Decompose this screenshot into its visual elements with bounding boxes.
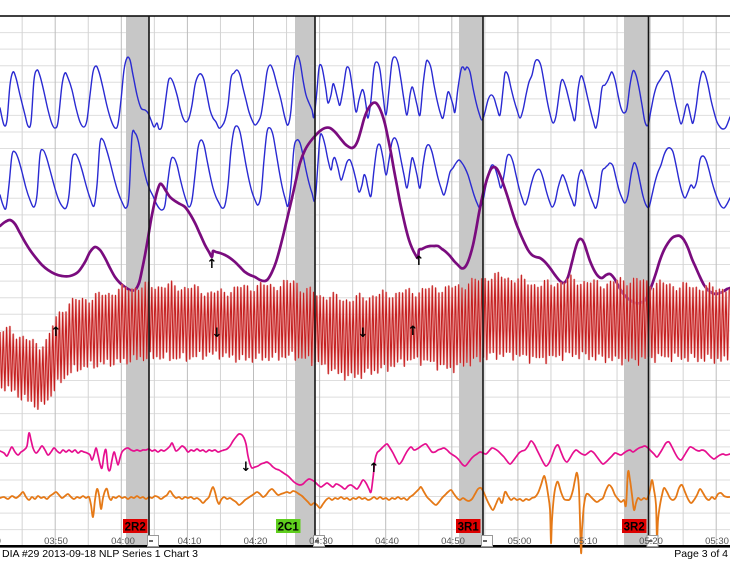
arrow-down-icon: ↓: [212, 326, 223, 341]
arrow-down-icon: ↓: [358, 326, 369, 341]
time-tick-label: 04:20: [244, 536, 268, 547]
time-tick-label: 04:10: [178, 536, 202, 547]
question-label-2C1: 2C1: [278, 522, 300, 534]
pneumo-thoracic-trace: [0, 55, 730, 131]
time-tick-label: 05:20: [639, 536, 663, 547]
time-tick-label: 05:10: [574, 536, 598, 547]
question-label-3R1: 3R1: [458, 522, 480, 534]
question-label-2R2: 2R2: [125, 522, 146, 534]
cardio-trace: [0, 271, 730, 410]
question-label-3R2: 3R2: [624, 522, 645, 534]
arrow-up-icon: ↑: [414, 254, 425, 269]
time-tick-label: 05:30: [705, 536, 729, 547]
pneumo-abdominal-trace: [0, 125, 730, 211]
time-tick-label: 04:50: [441, 536, 465, 547]
time-tick-label: 04:40: [375, 536, 399, 547]
question-label-box-3R1: [456, 519, 481, 533]
time-tick-label: 03:40: [0, 536, 1, 547]
question-label-box-3R2: [622, 519, 647, 533]
arrow-down-icon: ↓: [241, 460, 252, 475]
question-label-box-2R2: [123, 519, 148, 533]
footer-chart-title: DIA #29 2013-09-18 NLP Series 1 Chart 3: [2, 548, 198, 560]
question-label-box-2C1: [276, 519, 301, 533]
page-footer: DIA #29 2013-09-18 NLP Series 1 Chart 3 …: [0, 548, 730, 560]
time-tick-label: 03:50: [44, 536, 68, 547]
question-bar: [295, 16, 315, 546]
arrow-up-icon: ↑: [369, 461, 380, 476]
arrow-up-icon: ↑: [408, 324, 419, 339]
eda-trace: [0, 101, 730, 305]
arrow-up-icon: ↑: [51, 325, 62, 340]
time-tick-label: 04:00: [111, 536, 135, 547]
arrow-up-icon: ↑: [207, 257, 218, 272]
footer-page-number: Page 3 of 4: [674, 548, 728, 560]
ple-trace: [0, 432, 730, 494]
chart-bottom-border: [0, 545, 730, 548]
time-tick-label: 04:30: [309, 536, 333, 547]
activity-trace: [0, 470, 730, 555]
time-tick-label: 05:00: [508, 536, 532, 547]
